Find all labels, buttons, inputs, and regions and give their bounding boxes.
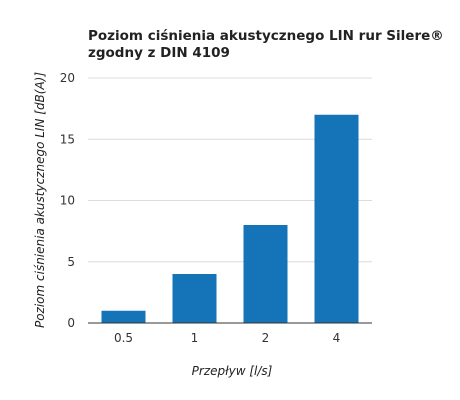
- y-tick-label-4: 20: [60, 71, 75, 85]
- x-axis-ticks: 0.5 1 2 4: [114, 331, 340, 345]
- bar-3: [314, 114, 359, 323]
- y-tick-label-1: 5: [67, 255, 75, 269]
- bar-1: [172, 274, 217, 323]
- y-axis-label: Poziom ciśnienia akustycznego LIN [dB(A)…: [33, 72, 47, 328]
- x-tick-label-0: 0.5: [114, 331, 133, 345]
- chart-title-line-1: Poziom ciśnienia akustycznego LIN rur Si…: [88, 28, 444, 44]
- y-tick-label-2: 10: [60, 194, 75, 208]
- bars: [101, 114, 359, 323]
- y-axis-ticks: 0 5 10 15 20: [60, 71, 75, 330]
- y-tick-label-3: 15: [60, 132, 75, 146]
- y-tick-label-0: 0: [67, 316, 75, 330]
- bar-2: [243, 225, 288, 323]
- bar-0: [101, 310, 146, 323]
- chart-title-line-2: zgodny z DIN 4109: [88, 45, 230, 61]
- x-axis-label: Przepływ [l/s]: [192, 364, 273, 378]
- x-tick-label-2: 2: [262, 331, 270, 345]
- x-tick-label-3: 4: [333, 331, 341, 345]
- x-tick-label-1: 1: [191, 331, 199, 345]
